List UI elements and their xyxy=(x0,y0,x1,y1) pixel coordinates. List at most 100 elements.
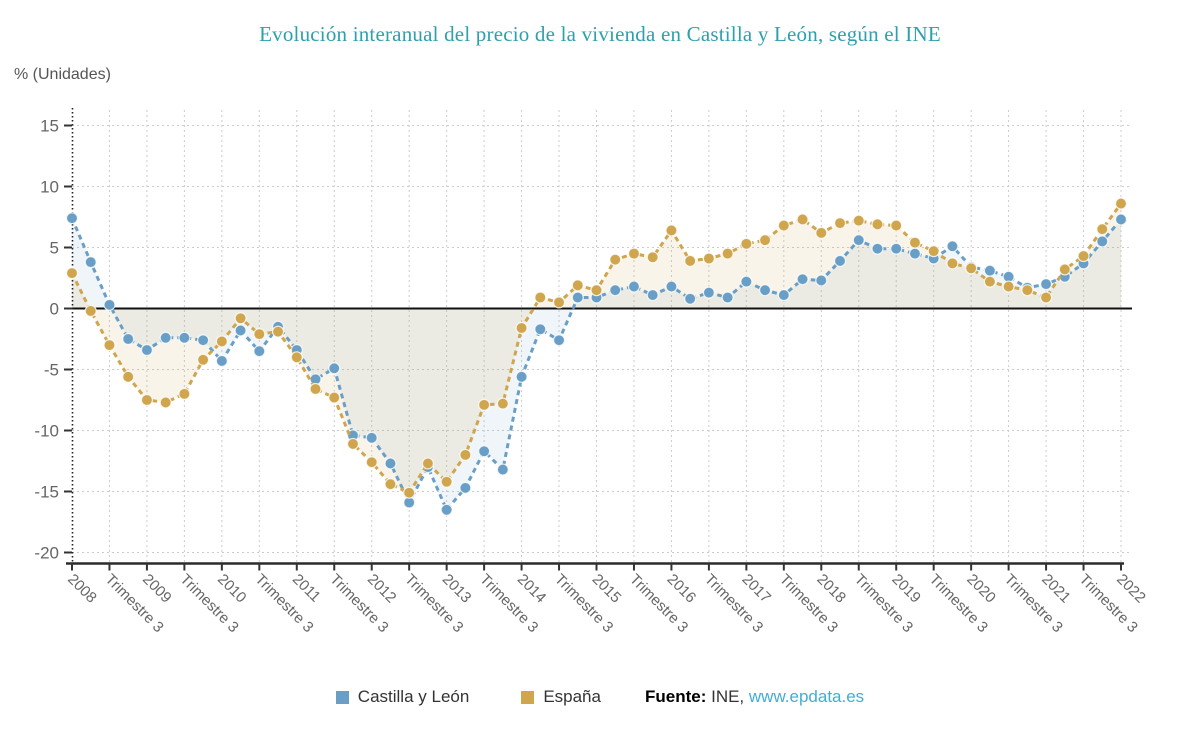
data-point-espana xyxy=(796,213,809,226)
data-point-espana xyxy=(983,275,996,288)
data-point-castilla-y-leon xyxy=(253,345,266,358)
data-point-espana xyxy=(1077,249,1090,263)
data-point-castilla-y-leon xyxy=(365,431,378,444)
data-point-espana xyxy=(965,262,978,275)
data-point-espana xyxy=(384,478,397,491)
data-point-castilla-y-leon xyxy=(815,274,828,287)
data-point-espana xyxy=(927,245,940,258)
data-point-espana xyxy=(328,391,341,404)
data-point-espana xyxy=(665,224,678,237)
data-point-castilla-y-leon xyxy=(122,332,135,346)
data-point-espana xyxy=(496,397,509,410)
data-point-espana xyxy=(721,247,734,260)
data-point-espana xyxy=(758,234,772,247)
legend-label-espana: España xyxy=(543,687,601,706)
data-point-espana xyxy=(590,284,603,297)
data-point-castilla-y-leon xyxy=(552,334,566,347)
data-point-castilla-y-leon xyxy=(159,331,172,344)
data-point-espana xyxy=(421,457,435,470)
data-point-espana xyxy=(1039,291,1053,304)
y-tick-label: -20 xyxy=(34,544,59,563)
data-point-castilla-y-leon xyxy=(609,284,622,297)
data-point-espana xyxy=(346,437,360,451)
data-point-espana xyxy=(365,456,378,469)
y-tick-label: -5 xyxy=(44,361,59,380)
data-point-espana xyxy=(908,236,922,249)
legend-label-castilla-y-leon: Castilla y León xyxy=(357,687,470,706)
data-point-espana xyxy=(871,218,884,231)
data-point-espana xyxy=(833,217,847,230)
data-point-castilla-y-leon xyxy=(646,288,659,302)
data-point-espana xyxy=(253,328,266,341)
data-point-espana xyxy=(159,396,172,409)
data-point-castilla-y-leon xyxy=(440,503,453,516)
data-point-castilla-y-leon xyxy=(384,457,397,470)
data-point-castilla-y-leon xyxy=(1114,213,1128,226)
series-area-espana xyxy=(72,203,1121,493)
data-point-espana xyxy=(515,321,528,335)
y-tick-label: 10 xyxy=(40,178,59,197)
data-point-espana xyxy=(197,353,210,366)
data-point-espana xyxy=(1002,280,1015,293)
data-point-castilla-y-leon xyxy=(684,292,697,305)
data-point-espana xyxy=(552,296,566,309)
data-point-espana xyxy=(1021,284,1034,297)
data-point-castilla-y-leon xyxy=(890,242,903,255)
data-point-castilla-y-leon xyxy=(515,370,528,383)
legend-item-castilla-y-leon[interactable]: Castilla y León xyxy=(335,687,470,707)
data-point-castilla-y-leon xyxy=(534,323,547,336)
data-point-castilla-y-leon xyxy=(758,284,772,297)
data-point-espana xyxy=(440,475,453,488)
y-tick-label: -15 xyxy=(34,483,59,502)
y-tick-label: 0 xyxy=(50,300,59,319)
data-point-castilla-y-leon xyxy=(908,247,922,260)
y-tick-label: -10 xyxy=(34,422,59,441)
data-point-espana xyxy=(1114,197,1128,210)
data-point-castilla-y-leon xyxy=(197,334,210,347)
data-point-espana xyxy=(627,247,641,260)
data-point-castilla-y-leon xyxy=(178,331,191,344)
series-area-castilla-y-leon xyxy=(72,218,1121,510)
data-point-castilla-y-leon xyxy=(84,256,97,269)
data-point-castilla-y-leon xyxy=(571,291,584,304)
data-point-castilla-y-leon xyxy=(665,280,678,293)
chart-legend: Castilla y León España Fuente: INE, www.… xyxy=(0,687,1200,707)
data-point-espana xyxy=(271,325,285,338)
source-name: INE, xyxy=(706,687,749,706)
data-point-castilla-y-leon xyxy=(852,234,865,247)
data-point-espana xyxy=(1096,223,1109,236)
data-point-castilla-y-leon xyxy=(796,273,809,286)
legend-item-espana[interactable]: España xyxy=(521,687,601,707)
data-point-castilla-y-leon xyxy=(1039,278,1053,291)
data-point-espana xyxy=(571,279,584,292)
data-point-espana xyxy=(534,291,547,304)
data-point-espana xyxy=(478,398,491,411)
data-point-castilla-y-leon xyxy=(65,212,79,225)
source-link[interactable]: www.epdata.es xyxy=(748,687,865,706)
y-tick-label: 15 xyxy=(40,117,59,136)
y-tick-label: 5 xyxy=(50,239,59,258)
data-point-castilla-y-leon xyxy=(871,242,884,255)
espana-swatch-icon xyxy=(521,690,535,704)
source-block: Fuente: INE, www.epdata.es xyxy=(645,687,864,707)
data-point-espana xyxy=(702,252,715,265)
data-point-castilla-y-leon xyxy=(328,362,341,375)
data-point-castilla-y-leon xyxy=(103,298,116,311)
data-point-espana xyxy=(309,382,322,396)
data-point-castilla-y-leon xyxy=(702,286,715,299)
data-point-espana xyxy=(852,214,865,227)
data-point-espana xyxy=(65,267,79,280)
data-point-espana xyxy=(740,237,753,250)
castilla-y-leon-swatch-icon xyxy=(335,690,349,704)
data-point-castilla-y-leon xyxy=(777,288,790,302)
data-point-espana xyxy=(215,335,228,348)
data-point-espana xyxy=(178,387,191,400)
data-point-castilla-y-leon xyxy=(721,291,734,304)
data-point-espana xyxy=(815,226,828,239)
data-point-castilla-y-leon xyxy=(946,240,959,253)
source-label: Fuente: xyxy=(644,687,707,706)
data-point-castilla-y-leon xyxy=(983,264,996,277)
data-point-espana xyxy=(646,251,659,264)
